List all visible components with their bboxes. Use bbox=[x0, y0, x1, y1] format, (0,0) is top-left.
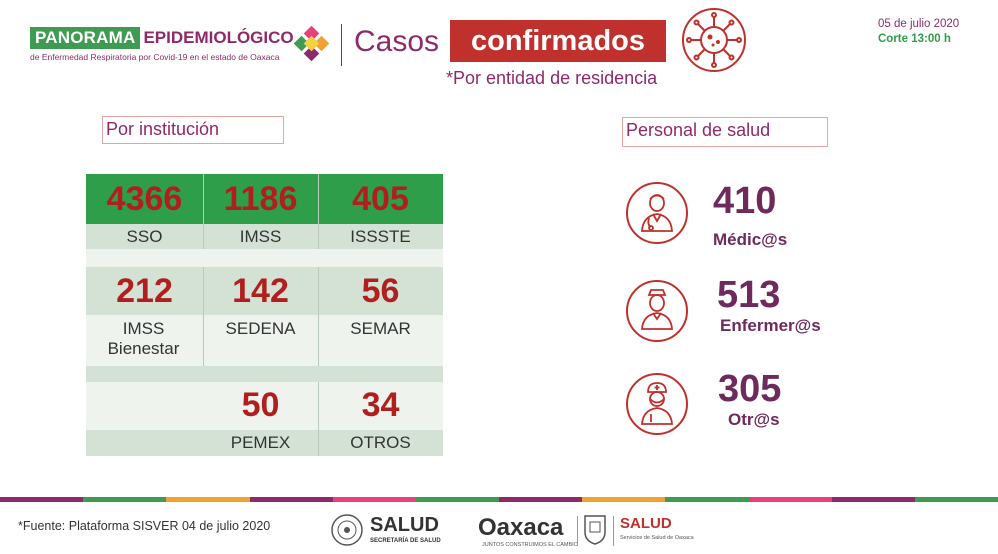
value-imss-bienestar: 212 bbox=[116, 272, 173, 310]
staff-label-others: Otr@s bbox=[728, 410, 780, 429]
title-confirmados: confirmados bbox=[450, 20, 666, 62]
brand-logo-text: PANORAMA EPIDEMIOLÓGICO de Enfermedad Res… bbox=[30, 27, 294, 62]
grid-spacer bbox=[86, 249, 443, 267]
report-cut-time: Corte 13:00 h bbox=[878, 33, 951, 45]
institution-grid: 4366 1186 405 SSO IMSS ISSSTE 212 142 56… bbox=[86, 174, 443, 456]
subtitle: *Por entidad de residencia bbox=[446, 68, 658, 88]
value-issste: 405 bbox=[352, 180, 409, 218]
value-sedena: 142 bbox=[232, 272, 289, 310]
grid-header-band bbox=[86, 174, 443, 224]
grid-divider bbox=[203, 267, 204, 366]
footer-color-stripe bbox=[0, 497, 998, 502]
brand-subtitle: de Enfermedad Respiratoria por Covid-19 … bbox=[30, 52, 280, 62]
value-semar: 56 bbox=[361, 272, 400, 310]
label-semar: SEMAR bbox=[350, 319, 411, 338]
health-worker-icon bbox=[626, 373, 688, 435]
oaxaca-shield-icon bbox=[584, 515, 606, 545]
brand-panorama: PANORAMA bbox=[30, 27, 141, 49]
staff-value-nurses: 513 bbox=[717, 274, 781, 316]
nurse-icon bbox=[626, 280, 688, 342]
label-otros: OTROS bbox=[350, 433, 411, 452]
oaxaca-logo-subtext: JUNTOS CONSTRUIMOS EL CAMBIO bbox=[482, 542, 578, 548]
diamond-logo-icon bbox=[293, 26, 330, 62]
grid-band bbox=[86, 267, 443, 315]
staff-value-others: 305 bbox=[718, 368, 782, 410]
value-sso: 4366 bbox=[106, 180, 183, 218]
staff-label-nurses: Enfermer@s bbox=[720, 316, 821, 335]
value-imss: 1186 bbox=[223, 180, 298, 218]
oaxaca-logo-text: Oaxaca bbox=[478, 514, 564, 541]
label-pemex: PEMEX bbox=[230, 433, 291, 452]
grid-divider bbox=[318, 267, 319, 366]
title-casos: Casos bbox=[354, 25, 440, 58]
report-date: 05 de julio 2020 bbox=[878, 18, 960, 30]
source-note: *Fuente: Plataforma SISVER 04 de julio 2… bbox=[18, 519, 271, 533]
label-sedena: SEDENA bbox=[225, 319, 296, 338]
salud-logo-subtext: SECRETARÍA DE SALUD bbox=[370, 538, 441, 544]
footer-divider bbox=[613, 516, 614, 546]
value-pemex: 50 bbox=[241, 386, 280, 424]
doctor-icon bbox=[626, 182, 688, 244]
grid-band bbox=[86, 224, 443, 249]
salud-logo-text: SALUD bbox=[370, 514, 439, 536]
grid-band bbox=[86, 430, 443, 456]
value-otros: 34 bbox=[361, 386, 400, 424]
staff-label-doctors: Médic@s bbox=[713, 230, 788, 249]
title-divider bbox=[341, 24, 342, 66]
grid-divider bbox=[203, 174, 204, 249]
grid-band bbox=[86, 382, 443, 430]
staff-value-doctors: 410 bbox=[713, 180, 777, 222]
section-label-staff: Personal de salud bbox=[622, 117, 828, 147]
salud-oaxaca-logo-text: SALUD bbox=[620, 515, 672, 532]
footer-divider bbox=[577, 516, 578, 546]
salud-oaxaca-logo-subtext: Servicios de Salud de Oaxaca bbox=[620, 535, 694, 541]
grid-divider bbox=[318, 174, 319, 249]
grid-band bbox=[86, 315, 443, 366]
label-imss: IMSS bbox=[239, 227, 282, 246]
label-sso: SSO bbox=[126, 227, 163, 246]
label-imss-bienestar: IMSS Bienestar bbox=[107, 319, 180, 358]
grid-divider bbox=[318, 382, 319, 456]
label-issste: ISSSTE bbox=[350, 227, 411, 246]
virus-icon bbox=[682, 8, 746, 72]
brand-epidemiologico: EPIDEMIOLÓGICO bbox=[143, 28, 294, 47]
grid-spacer bbox=[86, 366, 443, 382]
mexico-seal-icon bbox=[331, 514, 363, 546]
section-label-institution: Por institución bbox=[102, 116, 284, 144]
